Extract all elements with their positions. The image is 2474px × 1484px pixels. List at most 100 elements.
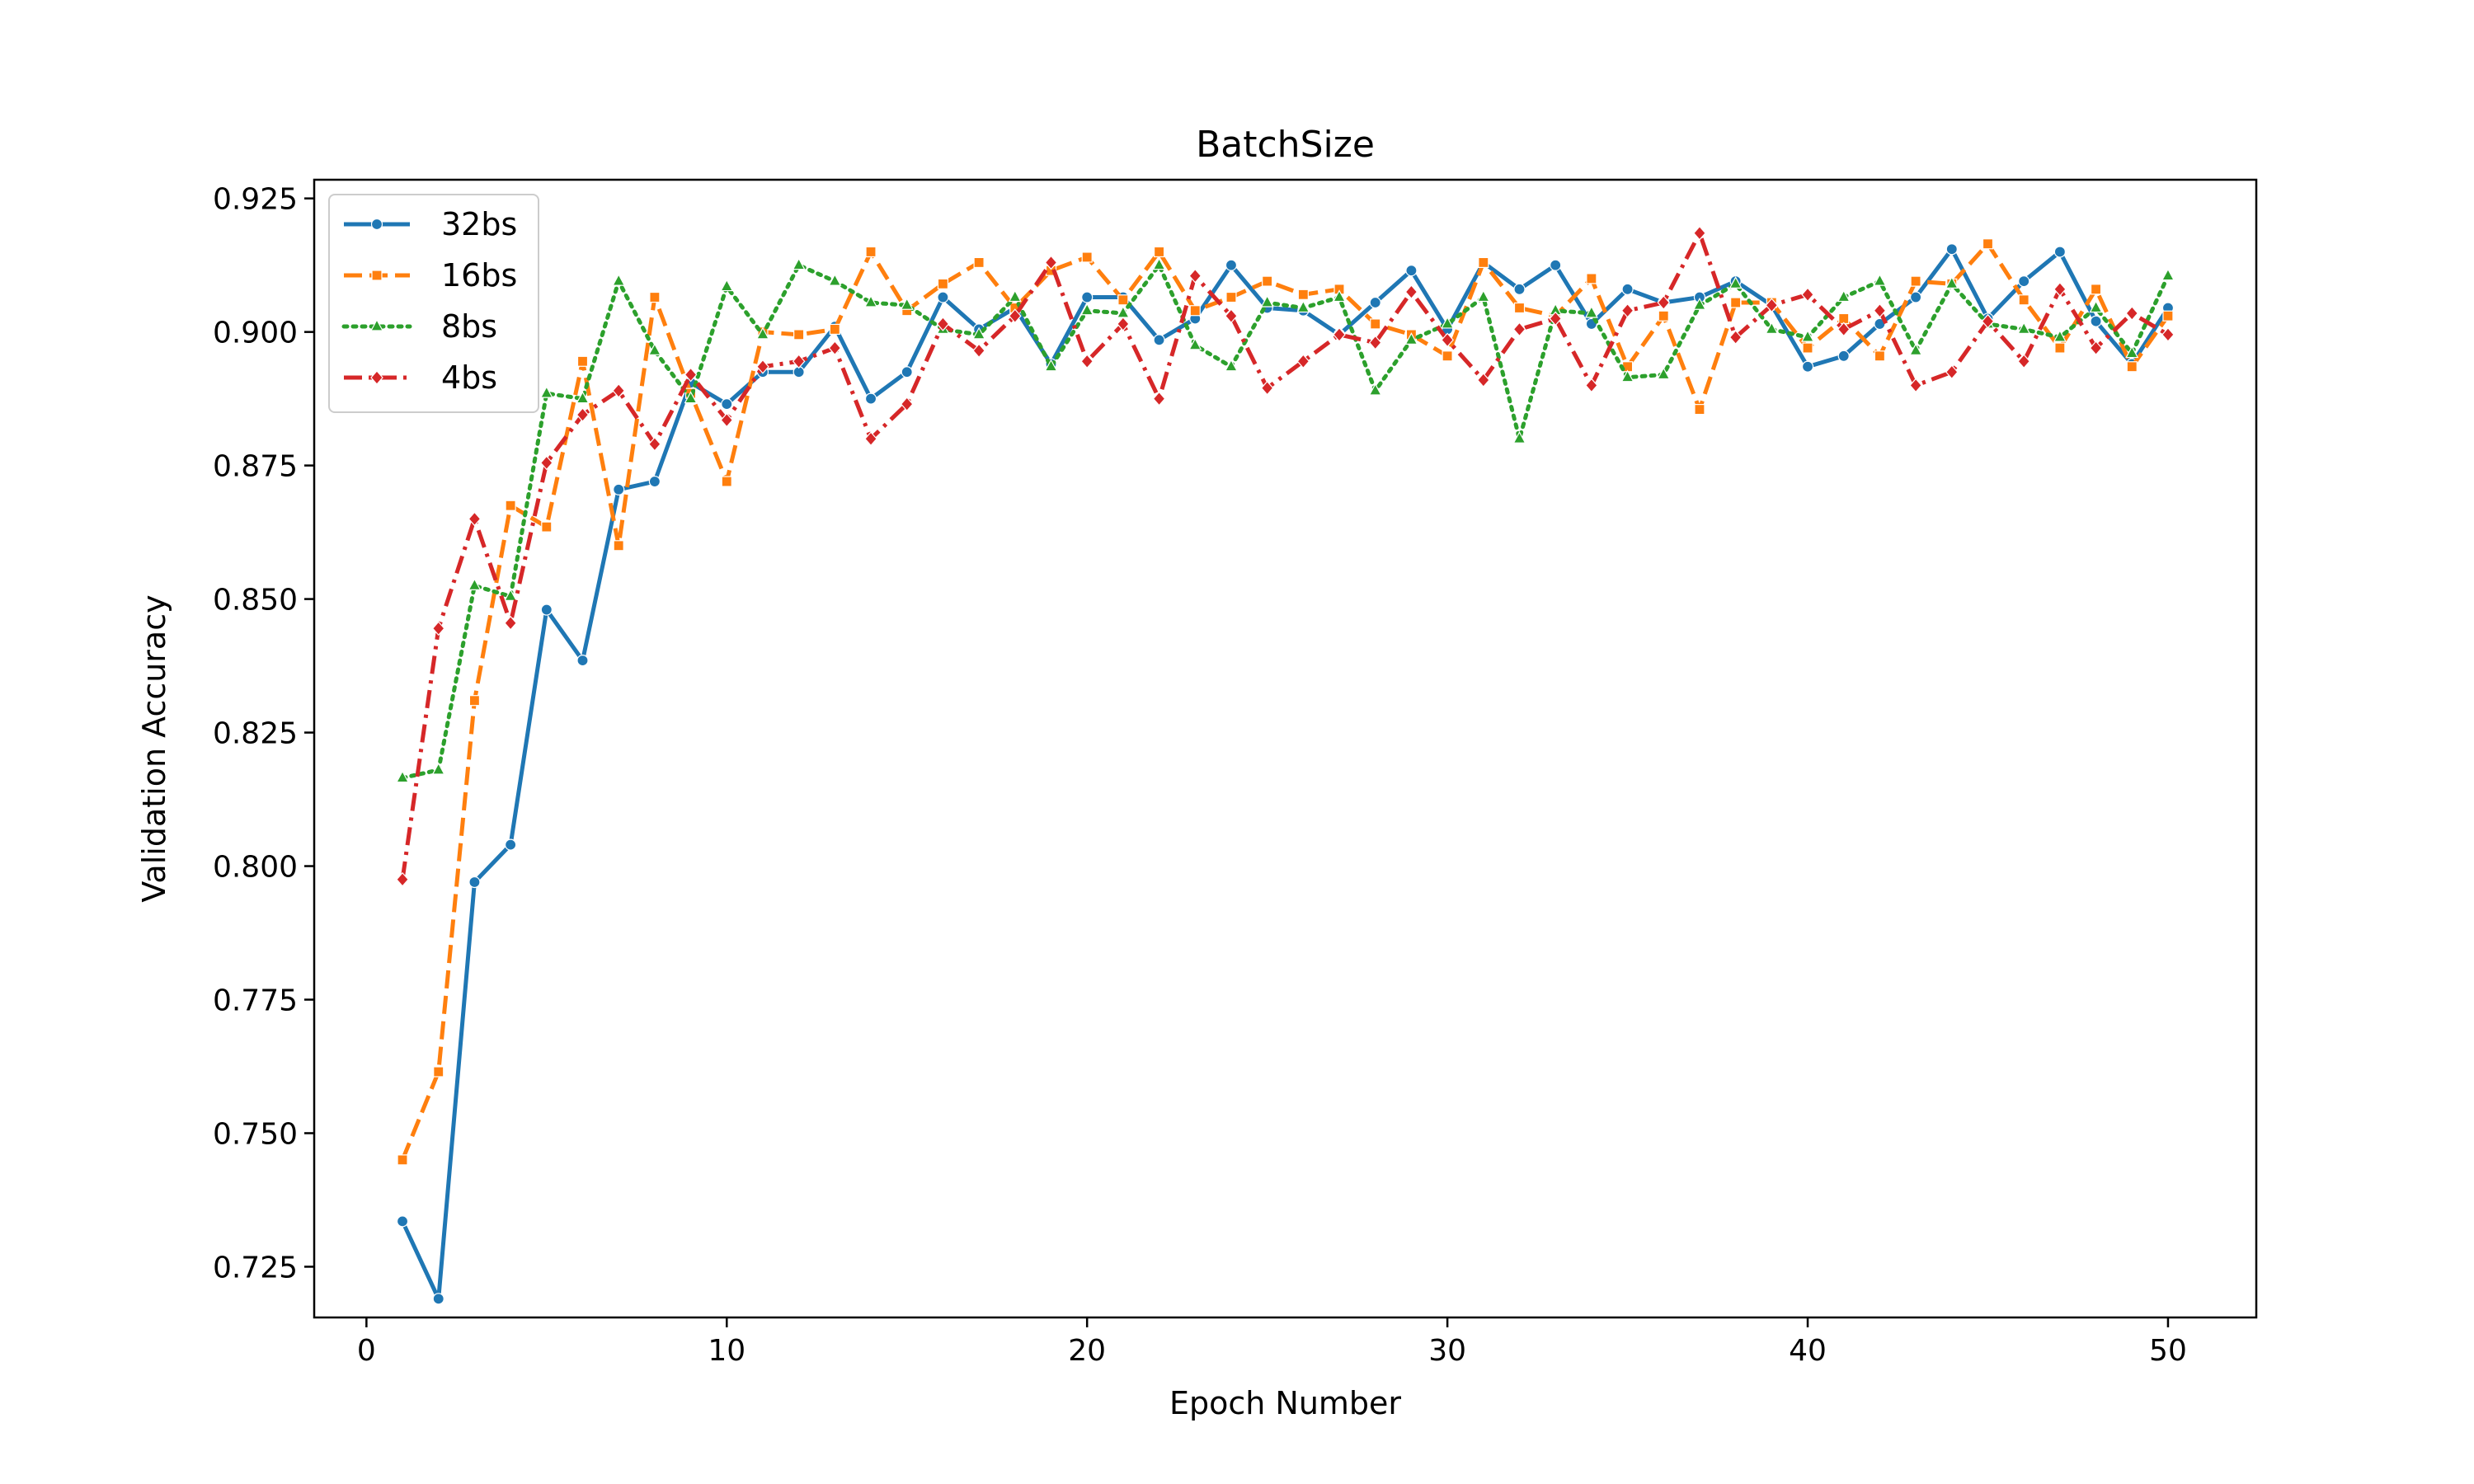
data-point-16bs xyxy=(1189,305,1201,317)
data-point-4bs xyxy=(540,455,553,471)
data-point-8bs xyxy=(2017,322,2031,335)
data-point-4bs xyxy=(2017,354,2030,369)
data-point-8bs xyxy=(1152,257,1166,270)
series-layer xyxy=(396,225,2175,1305)
data-point-4bs xyxy=(1368,335,1382,350)
x-tick-label: 10 xyxy=(708,1334,745,1368)
legend: 32bs 16bs 8bs 4bs xyxy=(328,194,539,413)
data-point-16bs xyxy=(721,476,732,487)
data-point-32bs xyxy=(1550,259,1562,271)
data-point-16bs xyxy=(793,329,805,340)
data-point-4bs xyxy=(468,511,482,527)
data-point-16bs xyxy=(2018,294,2030,306)
data-point-8bs xyxy=(1512,430,1526,444)
data-point-4bs xyxy=(1765,298,1779,313)
data-point-16bs xyxy=(2162,310,2174,322)
data-point-16bs xyxy=(1513,302,1526,314)
data-point-4bs xyxy=(1729,330,1743,345)
data-point-16bs xyxy=(433,1066,444,1078)
data-point-8bs xyxy=(647,343,661,355)
data-point-8bs xyxy=(972,326,986,340)
data-point-16bs xyxy=(541,521,553,533)
legend-label-16bs: 16bs xyxy=(441,257,517,294)
data-point-4bs xyxy=(1152,391,1166,406)
data-point-32bs xyxy=(1369,296,1381,309)
data-point-32bs xyxy=(648,475,661,488)
x-tick-label: 50 xyxy=(2149,1334,2187,1368)
x-tick-label: 0 xyxy=(357,1334,376,1368)
data-point-8bs xyxy=(1765,322,1779,335)
data-point-8bs xyxy=(1476,289,1490,303)
series-line-8bs xyxy=(400,263,2171,781)
data-point-4bs xyxy=(1512,322,1526,337)
data-point-32bs xyxy=(576,654,589,667)
data-point-8bs xyxy=(792,257,806,270)
data-point-16bs xyxy=(1081,251,1093,263)
data-point-16bs xyxy=(1658,310,1669,322)
data-point-32bs xyxy=(2053,246,2066,258)
data-point-4bs xyxy=(1225,308,1238,324)
data-point-16bs xyxy=(1262,275,1273,287)
data-point-8bs xyxy=(1837,289,1851,303)
data-point-8bs xyxy=(1296,300,1310,313)
data-point-8bs xyxy=(720,279,734,292)
data-point-4bs xyxy=(648,436,661,452)
data-point-16bs xyxy=(2090,284,2102,295)
data-point-8bs xyxy=(1692,297,1706,310)
legend-marker-32bs xyxy=(370,218,383,231)
data-point-4bs xyxy=(1477,373,1490,387)
data-point-4bs xyxy=(396,871,409,887)
y-tick-label: 0.775 xyxy=(213,984,298,1018)
data-point-4bs xyxy=(1188,268,1202,284)
data-point-32bs xyxy=(1874,317,1886,331)
y-tick-label: 0.850 xyxy=(213,584,298,618)
data-point-8bs xyxy=(1657,367,1671,380)
data-point-8bs xyxy=(1945,276,1959,289)
data-point-16bs xyxy=(1153,246,1165,258)
legend-marker-8bs xyxy=(369,318,384,331)
data-point-32bs xyxy=(937,291,949,303)
y-tick-label: 0.925 xyxy=(213,183,298,217)
data-point-32bs xyxy=(468,876,481,889)
data-point-16bs xyxy=(468,695,481,707)
data-point-4bs xyxy=(900,397,914,412)
data-point-32bs xyxy=(1910,291,1922,303)
legend-box xyxy=(328,194,539,413)
data-point-16bs xyxy=(1874,350,1886,362)
data-point-8bs xyxy=(612,273,626,286)
data-point-16bs xyxy=(1730,297,1742,308)
data-point-8bs xyxy=(2089,300,2103,313)
legend-marker-16bs xyxy=(371,270,383,281)
data-point-8bs xyxy=(504,589,518,601)
data-point-16bs xyxy=(1694,403,1705,416)
data-point-32bs xyxy=(396,1215,409,1228)
y-tick-label: 0.750 xyxy=(213,1117,298,1151)
data-point-16bs xyxy=(2126,361,2138,373)
data-point-4bs xyxy=(1620,303,1634,318)
data-point-8bs xyxy=(1620,369,1634,383)
data-point-16bs xyxy=(1586,273,1597,284)
plot-frame xyxy=(313,178,2258,1319)
data-point-32bs xyxy=(540,603,553,616)
data-point-8bs xyxy=(1873,273,1887,286)
data-point-4bs xyxy=(1044,255,1058,270)
data-point-4bs xyxy=(936,317,950,331)
data-point-8bs xyxy=(1333,289,1347,303)
data-point-8bs xyxy=(396,770,410,783)
y-tick-label: 0.825 xyxy=(213,717,298,751)
y-tick-label: 0.800 xyxy=(213,851,298,885)
data-point-32bs xyxy=(1081,291,1094,303)
data-point-4bs xyxy=(2161,326,2175,342)
data-point-8bs xyxy=(539,385,553,398)
data-point-4bs xyxy=(431,621,445,636)
data-point-8bs xyxy=(828,273,842,286)
legend-item-16bs: 16bs xyxy=(344,257,517,294)
data-point-16bs xyxy=(576,355,589,367)
data-point-8bs xyxy=(576,391,590,404)
legend-label-32bs: 32bs xyxy=(441,206,517,242)
y-axis: 0.725 0.750 0.775 0.800 0.825 0.850 0.875 0.900… xyxy=(213,183,314,1284)
data-point-4bs xyxy=(1549,311,1562,326)
data-point-32bs xyxy=(505,838,517,851)
data-point-8bs xyxy=(1224,359,1238,372)
data-point-8bs xyxy=(1188,337,1202,350)
